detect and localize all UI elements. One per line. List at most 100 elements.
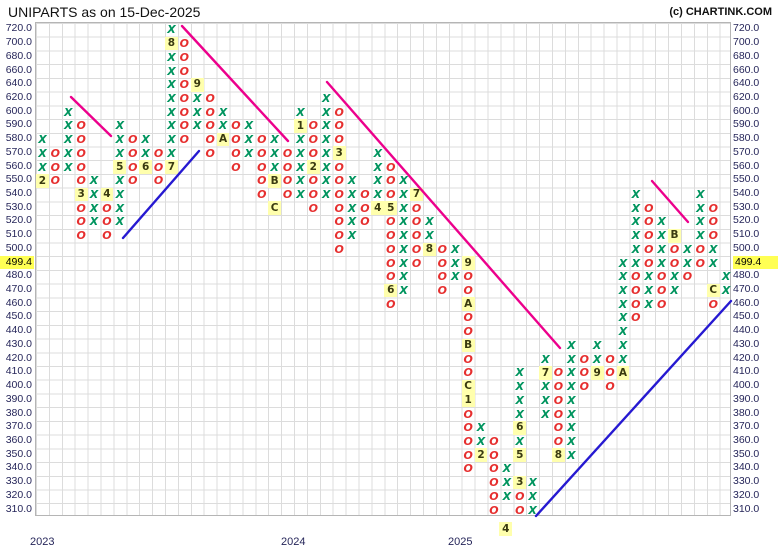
price-axis-label: 480.0 [733,269,760,282]
price-axis-label: 530.0 [733,200,760,213]
price-axis-label: 600.0 [733,104,760,117]
pnf-x-box: X [322,105,331,119]
pnf-x-box: X [373,187,383,201]
price-axis-label: 500.0 [733,241,760,254]
pnf-o-box: O [179,119,190,133]
pnf-x-box: X [167,64,176,78]
pnf-x-box: X [89,201,99,215]
pnf-x-box: X [696,215,705,229]
pnf-x-box: X [528,476,537,490]
price-axis-label: 340.0 [733,461,760,474]
pnf-o-box: O [282,146,293,160]
pnf-x-box: X [567,421,576,435]
pnf-o-box: O [257,187,267,201]
price-axis-label: 600.0 [5,104,32,117]
pnf-x-box: X [670,270,679,284]
price-axis-label: 450.0 [733,310,760,323]
pnf-x-box: X [115,174,125,188]
price-axis-label: 390.0 [733,392,760,405]
price-axis-label: 720.0 [733,22,760,35]
pnf-month-marker: A [616,366,630,380]
pnf-x-box: X [399,174,408,188]
pnf-o-box: O [360,215,370,229]
pnf-month-marker: 6 [384,283,398,298]
pnf-x-box: X [167,23,176,37]
pnf-x-box: X [244,133,254,147]
pnf-o-box: O [695,242,706,256]
pnf-month-marker: C [461,379,475,394]
pnf-o-box: O [76,119,86,133]
pnf-o-box: O [463,434,473,448]
pnf-x-box: X [644,297,653,311]
price-axis-label: 360.0 [733,433,760,446]
pnf-x-box: X [631,242,641,256]
pnf-o-box: O [334,215,344,229]
year-axis-label: 2025 [448,536,473,548]
pnf-o-box: O [605,380,615,394]
pnf-x-box: X [270,146,279,160]
pnf-o-box: O [50,146,61,160]
pnf-o-box: O [708,297,718,311]
pnf-o-box: O [231,146,241,160]
price-axis-label: 310.0 [5,502,32,515]
pnf-o-box: O [437,256,448,270]
pnf-o-box: O [179,105,190,119]
pnf-o-box: O [386,297,396,311]
current-price-label: 499.4 [733,255,778,269]
pnf-o-box: O [128,160,138,174]
pnf-o-box: O [179,50,190,64]
pnf-x-box: X [167,91,176,105]
price-axis-label: 460.0 [733,296,760,309]
pnf-x-box: X [528,489,537,503]
pnf-x-box: X [451,256,460,270]
pnf-o-box: O [437,242,448,256]
pnf-o-box: O [334,119,344,133]
pnf-o-box: O [463,284,473,298]
pnf-o-box: O [334,160,344,174]
pnf-month-marker: 5 [513,448,527,463]
price-axis-label: 360.0 [5,433,32,446]
pnf-o-box: O [489,489,499,503]
pnf-o-box: O [334,105,344,119]
pnf-o-box: O [179,133,190,147]
pnf-o-box: O [669,256,680,270]
pnf-x-box: X [322,146,331,160]
pnf-month-marker: 3 [74,187,88,202]
pnf-month-marker: 2 [474,448,488,463]
pnf-month-marker: 1 [461,393,475,408]
pnf-x-box: X [541,407,550,421]
pnf-month-marker: C [268,201,282,216]
pnf-o-box: O [128,133,138,147]
pnf-x-box: X [296,174,305,188]
pnf-o-box: O [489,448,499,462]
pnf-o-box: O [179,64,190,78]
pnf-o-box: O [282,160,293,174]
pnf-o-box: O [579,366,589,380]
pnf-x-box: X [115,187,125,201]
price-axis-label: 500.0 [5,241,32,254]
pnf-x-box: X [322,133,331,147]
pnf-x-box: X [193,105,202,119]
pnf-month-marker: 8 [423,242,436,257]
pnf-x-box: X [721,270,731,284]
pnf-o-box: O [437,270,448,284]
pnf-o-box: O [76,201,86,215]
pnf-x-box: X [270,133,279,147]
price-axis-label: 620.0 [5,90,32,103]
pnf-x-box: X [296,105,305,119]
pnf-o-box: O [334,242,344,256]
pnf-x-box: X [347,215,357,229]
pnf-o-box: O [231,119,241,133]
pnf-month-marker: 3 [332,146,346,161]
pnf-o-box: O [579,352,589,366]
pnf-o-box: O [463,366,473,380]
pnf-o-box: O [631,284,641,298]
pnf-o-box: O [334,174,344,188]
price-axis-label: 340.0 [5,461,32,474]
pnf-o-box: O [708,229,718,243]
pnf-o-box: O [463,448,473,462]
pnf-o-box: O [205,133,215,147]
price-axis-label: 440.0 [5,324,32,337]
pnf-month-marker: 6 [139,160,153,174]
price-axis-label: 470.0 [733,283,760,296]
